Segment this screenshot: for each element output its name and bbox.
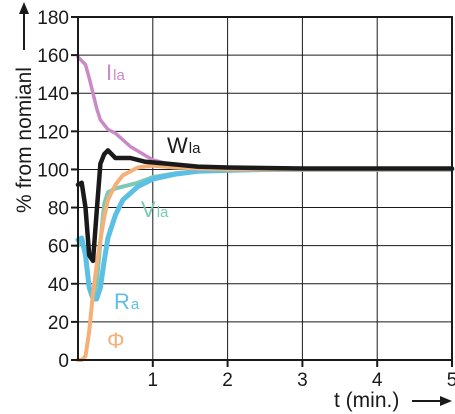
series-lines [75, 55, 455, 362]
series-label-phi: Φ [107, 328, 125, 353]
x-tick-label: 1 [148, 370, 159, 391]
y-axis-title-group: % from nomianl [13, 67, 36, 213]
y-axis-arrow-head [19, 2, 29, 14]
y-tick-label: 80 [48, 199, 69, 220]
series-line-phi [76, 163, 454, 362]
y-tick-label: 140 [37, 84, 69, 105]
series-label-ra: Ra [114, 289, 140, 314]
x-axis-title: t (min.) [334, 389, 399, 412]
x-tick-label: 3 [297, 370, 308, 391]
y-axis-title: % from nomianl [13, 67, 36, 213]
series-label-main: Φ [107, 328, 125, 353]
series-label-vla: Vla [141, 197, 169, 222]
x-axis-ticks: 1 2 3 4 5 [148, 360, 455, 391]
x-tick-label: 4 [372, 370, 383, 391]
y-tick-label: 60 [48, 237, 69, 258]
series-label-sub: la [189, 140, 201, 157]
y-tick-label: 180 [37, 8, 69, 29]
series-label-main: W [167, 133, 188, 158]
y-tick-label: 0 [58, 351, 69, 372]
series-label-wla: Wla [167, 133, 201, 158]
series-label-sub: la [113, 67, 125, 84]
y-axis-ticks: 0 20 40 60 80 100 120 140 160 180 [37, 8, 78, 372]
y-tick-label: 100 [37, 160, 69, 181]
x-axis-arrow-head [440, 396, 452, 406]
series-label-main: V [141, 197, 156, 222]
x-tick-label: 2 [222, 370, 233, 391]
series-label-sub: la [157, 204, 169, 221]
series-label-main: I [106, 60, 112, 85]
y-tick-label: 40 [48, 275, 69, 296]
y-tick-label: 20 [48, 313, 69, 334]
plot-frame [77, 16, 453, 361]
series-line-ila [76, 55, 454, 172]
series-label-main: R [114, 289, 130, 314]
series-label-ila: Ila [106, 60, 125, 85]
x-tick-label: 5 [447, 370, 455, 391]
series-label-sub: a [131, 296, 140, 313]
series-line-wla [75, 148, 455, 264]
y-tick-label: 160 [37, 46, 69, 67]
y-tick-label: 120 [37, 122, 69, 143]
series-line-ra [75, 166, 455, 302]
